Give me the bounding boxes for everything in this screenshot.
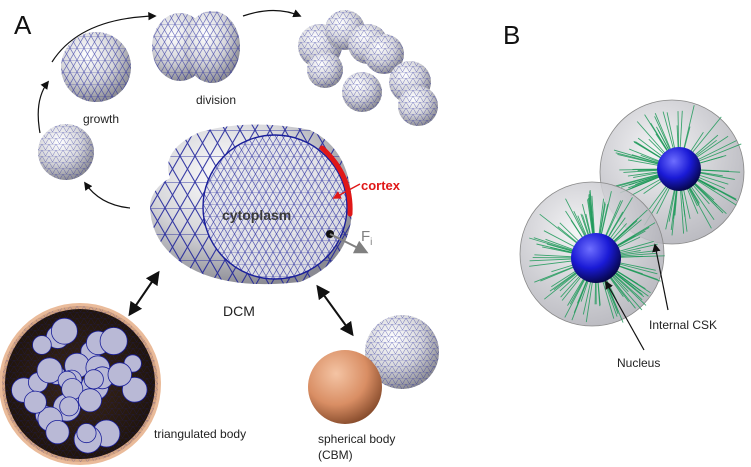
cycle-arrows [37,9,302,209]
subcell [78,388,103,413]
double-arrow-left [128,270,160,317]
subcell [32,335,52,355]
label-triangulated-body: triangulated body [154,427,246,441]
subcell [107,362,133,387]
csk-cell-front [519,181,665,327]
label-nucleus: Nucleus [617,356,660,370]
label-cortex: cortex [361,178,401,193]
label-spherical-body: spherical body [318,432,395,446]
subcell [23,390,47,414]
small-cell [38,124,94,180]
label-growth: growth [83,112,119,126]
label-force: Fi [361,228,372,248]
dcm-cell [150,124,352,285]
label-cytoplasm: cytoplasm [222,207,291,223]
spherical-body [308,315,439,424]
panel-label-b: B [503,20,520,50]
label-force-sub: i [370,237,372,248]
cortex-band [319,145,353,217]
label-force-main: F [361,228,370,245]
pointer-internal-csk [652,243,669,311]
subcell [76,423,97,444]
panel-label-a: A [14,10,32,40]
cell-cluster [298,10,438,126]
growing-cell [61,32,131,102]
cortex-pointer [332,183,361,199]
pointer-nucleus [605,280,645,351]
double-arrow-right [316,284,354,337]
label-division: division [196,93,236,107]
label-cbm: (CBM) [318,448,353,462]
subcell [99,327,128,356]
subcell [51,317,78,345]
force-arrow [329,233,369,254]
subcell [121,376,148,403]
subcell [45,419,70,445]
label-dcm: DCM [223,303,255,319]
subcell [83,369,104,390]
triangulated-body [0,303,161,465]
subcell [36,357,63,384]
subcell [59,396,80,417]
dividing-cell [152,11,240,83]
label-internal-csk: Internal CSK [649,318,717,332]
triangulated-subcells [11,317,148,454]
